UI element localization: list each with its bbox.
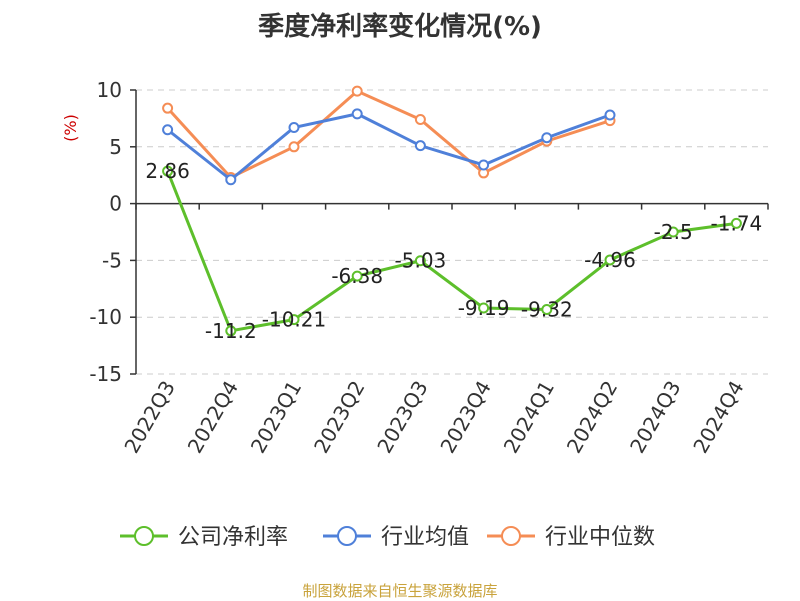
legend-marker (337, 526, 357, 546)
y-tick-label: 10 (97, 78, 122, 102)
series-point (478, 159, 490, 171)
series-point (478, 302, 490, 314)
series-lines (162, 85, 742, 337)
series-point (225, 174, 237, 186)
data-label: -4.96 (584, 248, 636, 272)
legend-marker (501, 526, 521, 546)
series-point (225, 325, 237, 337)
data-label: -1.74 (711, 211, 763, 235)
x-tick-label: 2024Q4 (688, 377, 748, 458)
source-note: 制图数据来自恒生聚源数据库 (302, 582, 498, 600)
series-point (541, 132, 553, 144)
y-tick-label: -10 (89, 305, 122, 329)
series-point (351, 108, 363, 120)
data-label: -6.38 (331, 264, 383, 288)
data-label: -5.03 (395, 249, 447, 273)
data-label: -9.32 (521, 297, 573, 321)
data-labels: 2.86 -11.2 -10.21-6.38 -5.03 -9.19 -9.32 -4.96… (145, 159, 762, 343)
x-tick-label: 2023Q3 (372, 377, 432, 458)
y-tick-label: -5 (102, 248, 122, 272)
data-label: -11.2 (205, 319, 257, 343)
legend-label: 公司净利率 (178, 525, 288, 550)
series-point (351, 85, 363, 97)
series-line (166, 112, 611, 182)
x-tick-label: 2022Q4 (183, 377, 243, 458)
series-point (162, 124, 174, 136)
series-point (162, 102, 174, 114)
data-label: -9.19 (458, 296, 510, 320)
x-tick-label: 2024Q3 (625, 377, 685, 458)
series-point (541, 303, 553, 315)
legend-label: 行业均值 (381, 525, 469, 550)
x-tick-label: 2023Q2 (309, 377, 369, 458)
chart-title: 季度净利率变化情况(%) (258, 12, 542, 42)
series-point (667, 226, 679, 238)
series-point (604, 109, 616, 121)
series-line (166, 170, 737, 333)
series-point (414, 114, 426, 126)
data-label: 2.86 (145, 159, 190, 183)
series-point (288, 141, 300, 153)
data-label: -2.5 (654, 220, 693, 244)
legend-label: 行业中位数 (545, 525, 655, 550)
y-tick-label: 0 (109, 192, 122, 216)
x-tick-label: 2023Q4 (435, 376, 495, 457)
series-point (604, 254, 616, 266)
legend: 公司净利率 行业均值 行业中位数 (120, 525, 655, 550)
series-point (288, 314, 300, 326)
series-point (288, 121, 300, 133)
series-point (162, 165, 174, 177)
y-axis-label: (%) (61, 114, 80, 142)
series-point (414, 255, 426, 267)
x-tick-label: 2024Q2 (562, 377, 622, 458)
y-tick-label: 5 (109, 135, 122, 159)
series-point (351, 270, 363, 282)
x-tick-label: 2022Q3 (119, 377, 179, 458)
legend-marker (134, 526, 154, 546)
y-tick-label: -15 (89, 362, 122, 386)
series-point (730, 217, 742, 229)
x-tick-label: 2024Q1 (499, 377, 559, 458)
x-tick-label: 2023Q1 (246, 377, 306, 458)
series-point (414, 140, 426, 152)
data-label: -10.21 (262, 308, 326, 332)
